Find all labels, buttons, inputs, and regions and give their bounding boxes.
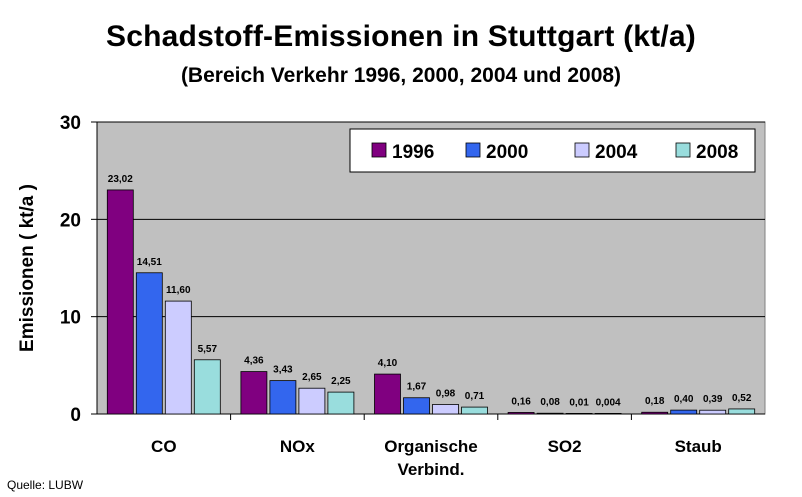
legend-label: 1996 — [392, 142, 434, 163]
data-label: 0,08 — [540, 397, 560, 408]
data-label: 0,52 — [732, 393, 752, 404]
data-label: 0,40 — [674, 394, 694, 405]
data-label: 14,51 — [137, 257, 162, 268]
data-label: 0,004 — [596, 397, 621, 408]
data-label: 0,16 — [511, 396, 531, 407]
bar — [327, 391, 355, 415]
bar — [164, 300, 192, 415]
data-label: 0,39 — [703, 394, 723, 405]
data-label: 0,01 — [569, 397, 589, 408]
data-label: 0,71 — [465, 391, 485, 402]
legend-label: 2004 — [595, 142, 638, 163]
y-tick-label: 0 — [70, 405, 81, 426]
chart-subtitle: (Bereich Verkehr 1996, 2000, 2004 und 20… — [180, 64, 622, 87]
bar — [641, 411, 669, 415]
x-category-label: Organische — [384, 437, 478, 456]
bar — [594, 412, 622, 415]
bar — [670, 409, 698, 415]
data-label: 4,36 — [244, 356, 264, 367]
bar — [565, 412, 593, 415]
y-tick-label: 30 — [60, 113, 81, 134]
legend-swatch — [465, 142, 481, 158]
source-note: Quelle: LUBW — [7, 478, 84, 492]
legend-swatch — [371, 142, 387, 158]
x-category-label: Verbind. — [397, 460, 464, 479]
bar — [374, 373, 401, 415]
data-label: 5,57 — [198, 344, 218, 355]
data-label: 3,43 — [273, 365, 293, 376]
bar — [269, 380, 297, 415]
bar — [240, 371, 268, 415]
x-category-label: CO — [151, 437, 177, 456]
data-label: 4,10 — [378, 358, 398, 369]
x-category-label: Staub — [675, 437, 722, 456]
legend-swatch — [675, 142, 691, 158]
bar — [135, 272, 163, 415]
y-tick-label: 10 — [60, 308, 81, 329]
y-axis-label: Emissionen ( kt/a ) — [17, 184, 38, 352]
legend-swatch — [574, 142, 590, 158]
bar — [106, 189, 134, 415]
data-label: 11,60 — [166, 285, 191, 296]
data-label: 2,25 — [331, 376, 351, 387]
chart-title: Schadstoff-Emissionen in Stuttgart (kt/a… — [106, 20, 696, 53]
bar — [728, 408, 756, 415]
y-tick-label: 20 — [60, 210, 81, 231]
bar — [536, 412, 564, 415]
x-category-label: SO2 — [548, 437, 582, 456]
legend-label: 2000 — [486, 142, 528, 163]
x-category-label: NOx — [280, 437, 316, 456]
bar — [432, 404, 459, 415]
bar — [403, 397, 430, 415]
legend-label: 2008 — [696, 142, 738, 163]
data-label: 0,98 — [436, 388, 456, 399]
data-label: 0,18 — [645, 396, 665, 407]
bar — [507, 412, 535, 415]
data-label: 2,65 — [302, 372, 322, 383]
bar — [461, 406, 488, 415]
bar — [298, 387, 326, 415]
data-label: 1,67 — [407, 382, 427, 393]
bar — [193, 359, 221, 415]
bar — [699, 409, 727, 415]
data-label: 23,02 — [108, 174, 133, 185]
